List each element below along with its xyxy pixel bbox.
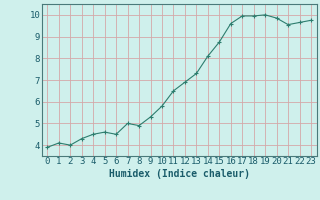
X-axis label: Humidex (Indice chaleur): Humidex (Indice chaleur)	[109, 169, 250, 179]
